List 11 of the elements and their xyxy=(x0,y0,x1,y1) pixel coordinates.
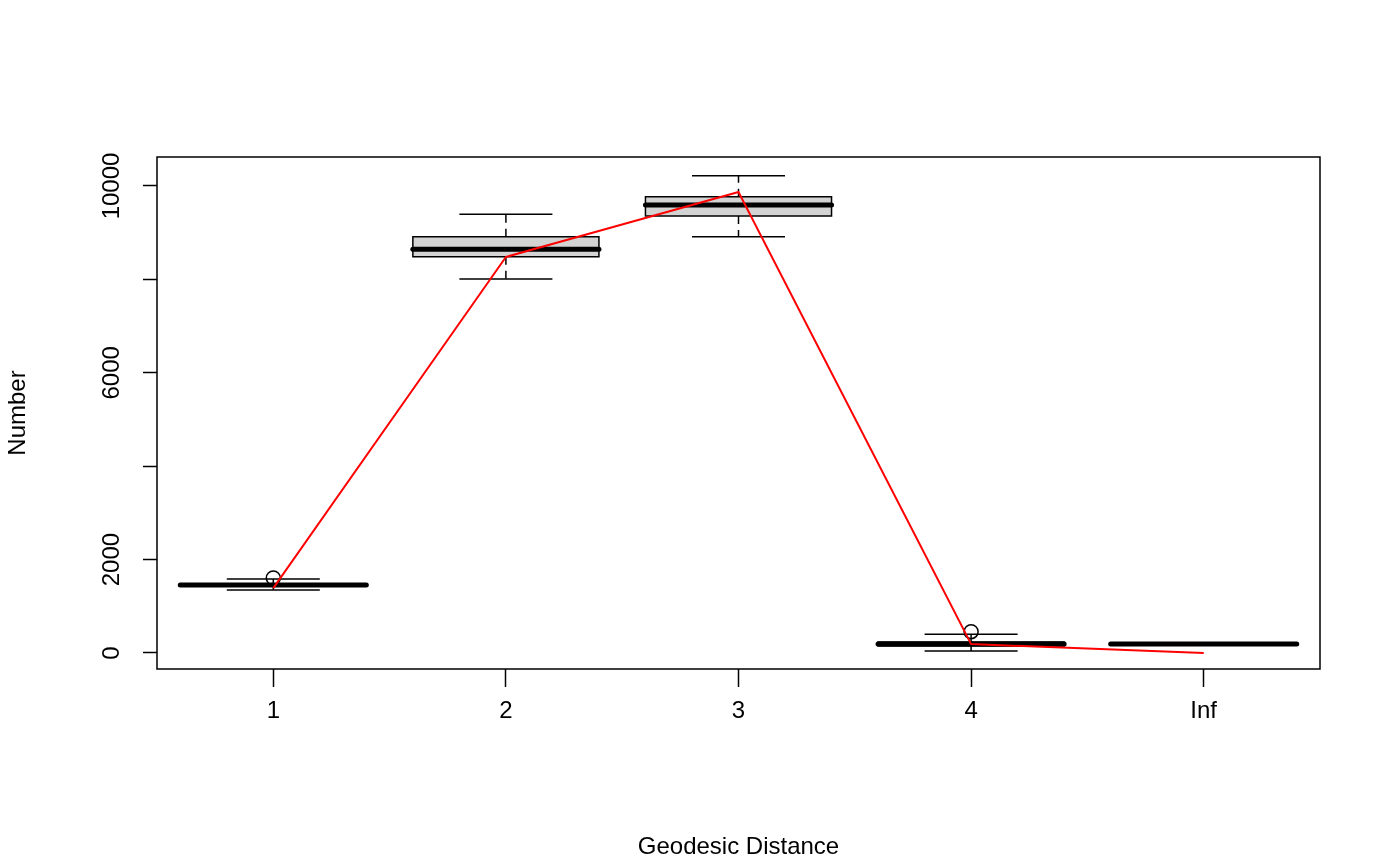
y-tick-label: 10000 xyxy=(96,152,124,220)
x-tick-label: Inf xyxy=(1190,696,1218,724)
y-tick-label: 2000 xyxy=(96,532,124,587)
x-axis-title: Geodesic Distance xyxy=(637,832,840,860)
y-tick-label: 6000 xyxy=(96,346,124,400)
y-axis-title: Number xyxy=(3,370,31,456)
x-tick-label: 3 xyxy=(731,696,746,724)
y-tick-label: 0 xyxy=(96,646,124,660)
x-tick-label: 4 xyxy=(964,696,978,724)
x-tick-label: 2 xyxy=(499,696,513,724)
x-tick-label: 1 xyxy=(266,696,280,724)
